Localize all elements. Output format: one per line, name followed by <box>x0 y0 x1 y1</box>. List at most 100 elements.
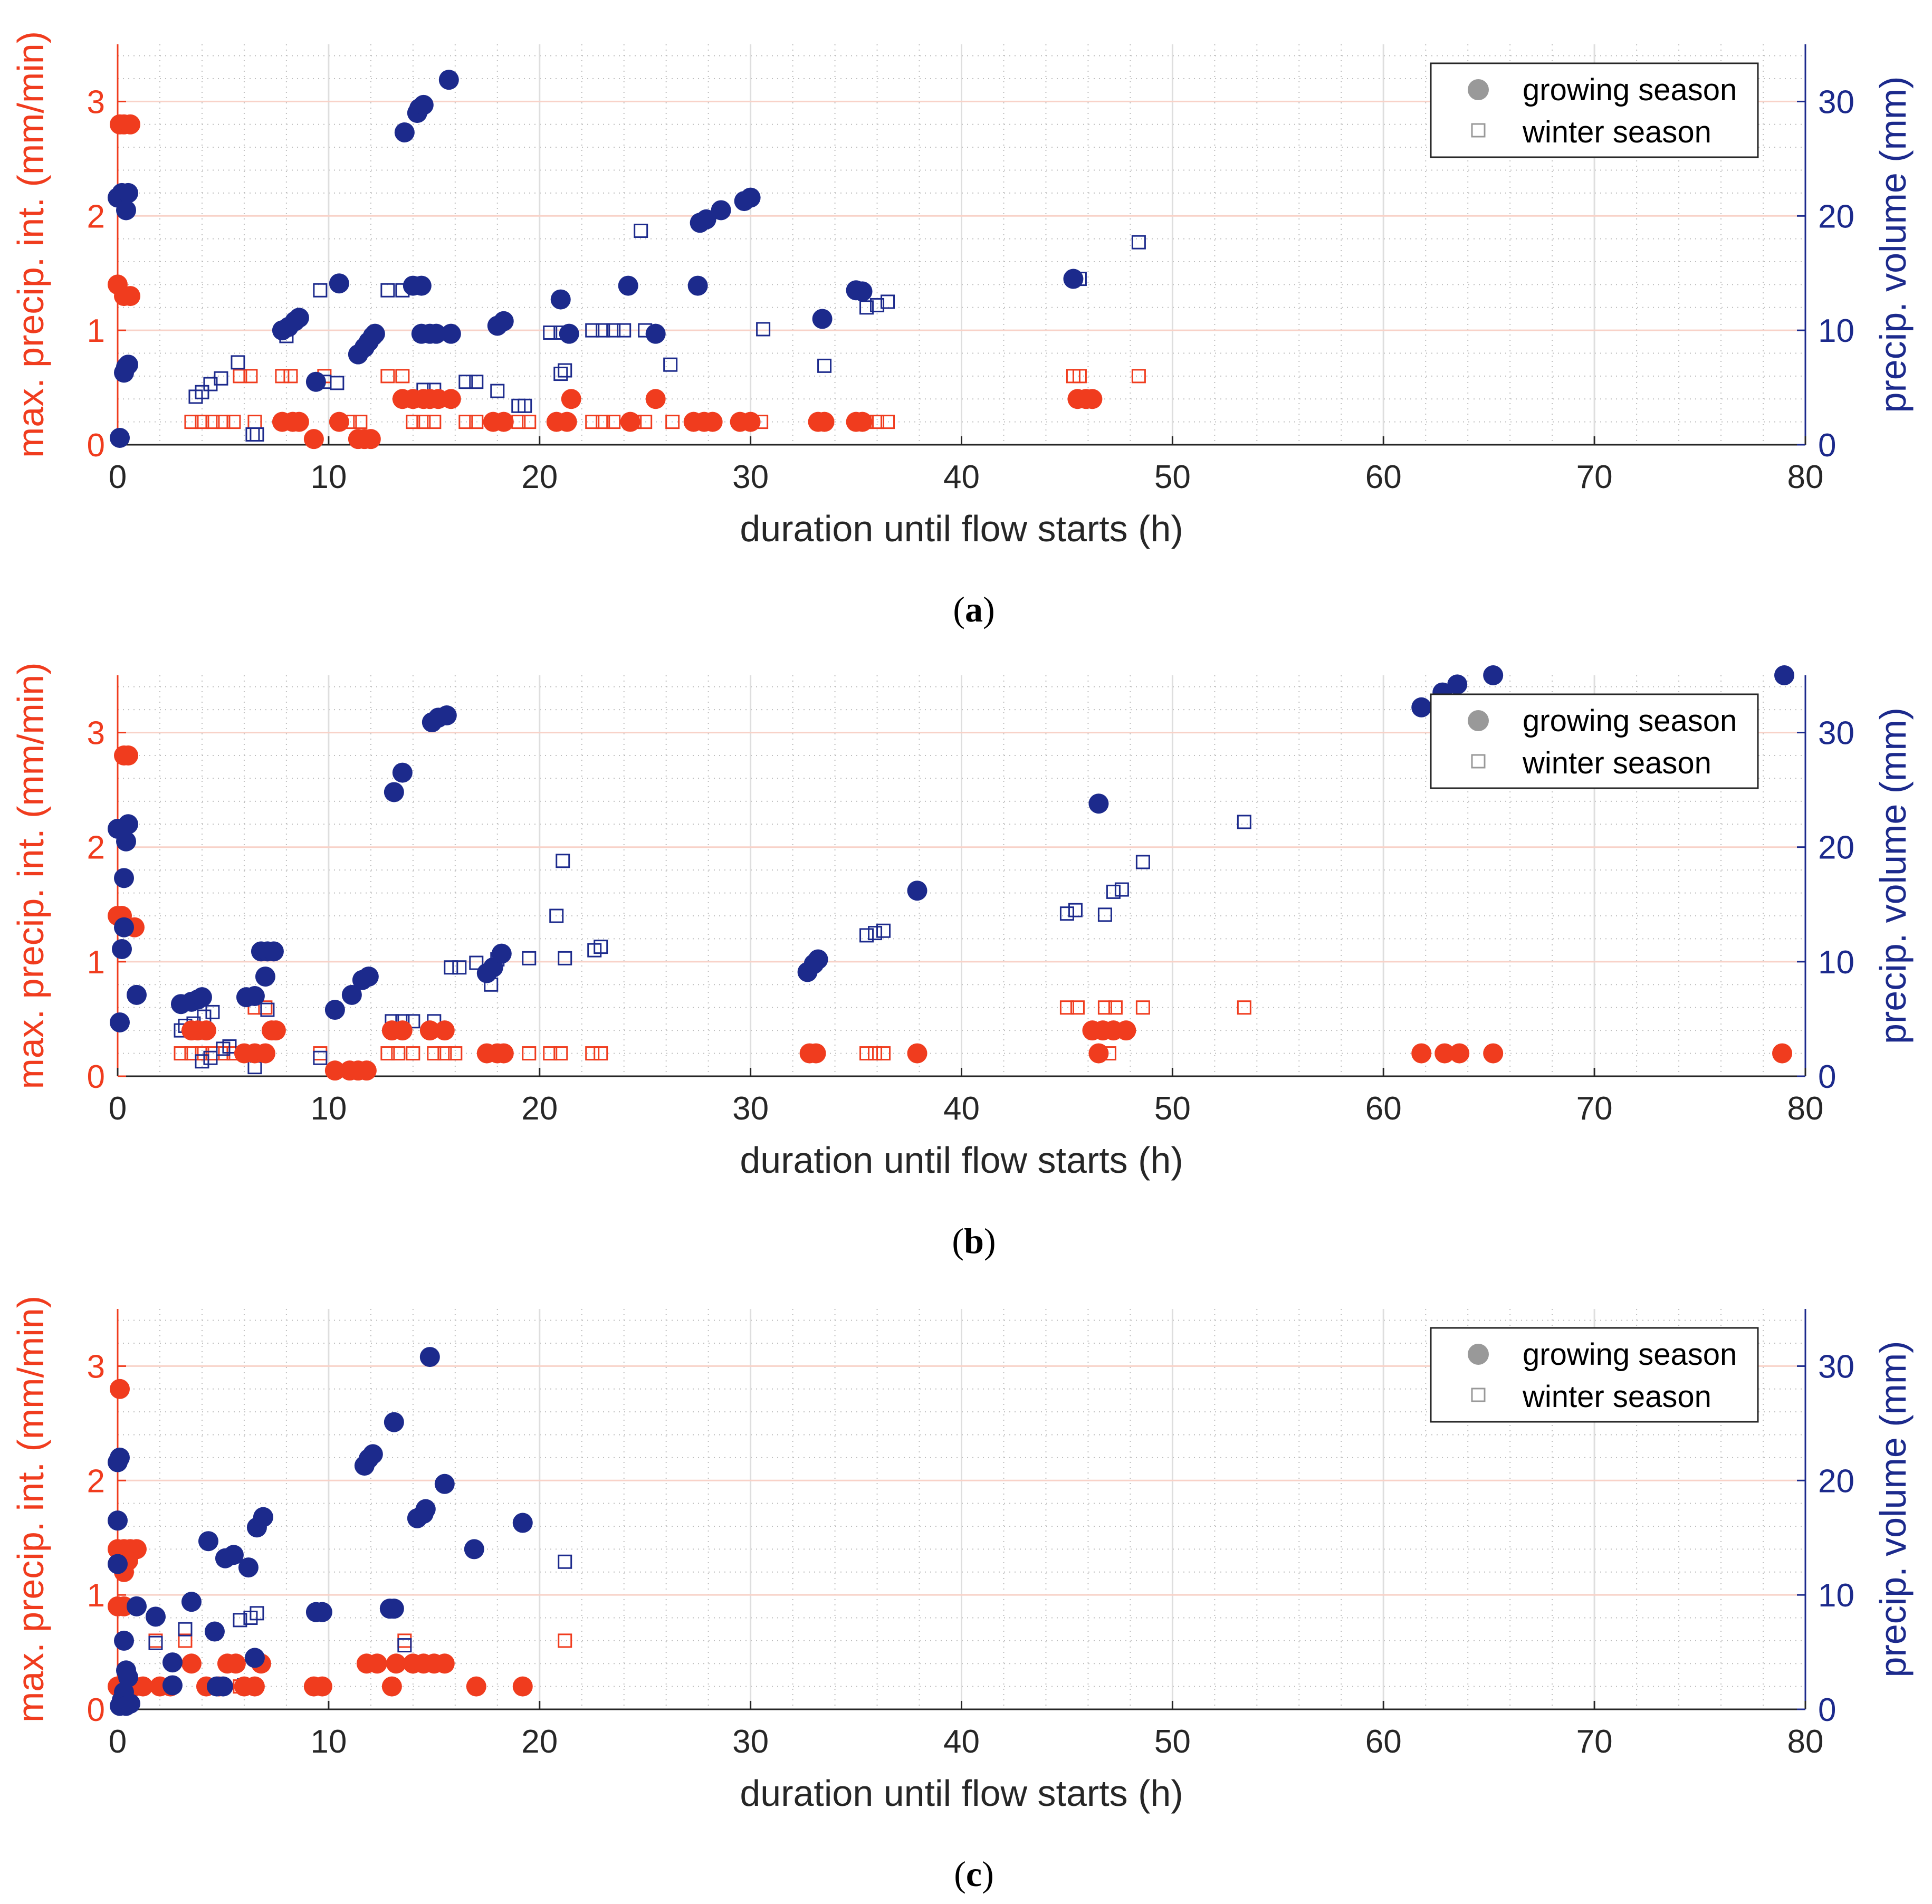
intensity-winter-point <box>243 369 258 384</box>
volume-winter-point <box>558 951 572 965</box>
volume-growing-point <box>198 1531 218 1552</box>
volume-growing-point <box>384 1412 404 1432</box>
legend: growing season winter season <box>1430 1327 1759 1423</box>
volume-winter-point <box>1135 855 1150 869</box>
intensity-winter-point <box>553 1046 568 1061</box>
x-tick-label: 70 <box>1576 459 1613 495</box>
x-tick-label: 10 <box>310 459 347 495</box>
volume-growing-point <box>812 309 833 329</box>
volume-growing-point <box>108 1554 128 1574</box>
y-left-tick-label: 3 <box>87 84 105 120</box>
intensity-growing-point <box>1411 1043 1432 1064</box>
intensity-winter-point <box>448 1046 463 1061</box>
y-left-tick-label: 1 <box>87 1577 105 1614</box>
legend-box <box>1430 1327 1759 1423</box>
caption-letter: a <box>965 589 983 629</box>
volume-winter-point <box>817 358 832 373</box>
intensity-winter-point <box>606 415 621 429</box>
y-right-tick-label: 30 <box>1818 715 1854 752</box>
y-right-tick-label: 10 <box>1818 1577 1854 1614</box>
intensity-growing-point <box>493 1043 514 1064</box>
caption-close: ) <box>982 1854 994 1894</box>
markers <box>108 665 1795 1081</box>
volume-growing-point <box>559 323 579 344</box>
intensity-winter-point <box>313 1046 328 1061</box>
volume-growing-point <box>305 371 326 392</box>
volume-growing-point <box>118 814 138 835</box>
x-tick-label: 0 <box>109 1090 127 1127</box>
x-tick-label: 60 <box>1365 1724 1402 1760</box>
volume-growing-point <box>687 275 708 296</box>
volume-winter-point <box>1068 903 1083 917</box>
legend-box <box>1430 62 1759 158</box>
intensity-growing-point <box>852 412 873 432</box>
intensity-winter-point <box>859 1046 874 1061</box>
volume-growing-point <box>113 868 134 888</box>
x-tick-label: 0 <box>109 1724 127 1760</box>
intensity-winter-point <box>205 415 220 429</box>
volume-winter-point <box>231 355 245 370</box>
y-right-tick-label: 30 <box>1818 84 1854 120</box>
y-left-tick-label: 3 <box>87 1348 105 1385</box>
volume-winter-point <box>634 223 648 238</box>
legend-winter-marker <box>1471 754 1486 769</box>
intensity-winter-point <box>178 1633 193 1648</box>
legend-growing-marker <box>1468 79 1489 100</box>
volume-growing-point <box>392 762 413 783</box>
intensity-winter-point <box>427 415 442 429</box>
volume-winter-point <box>313 283 328 298</box>
volume-growing-point <box>113 1630 134 1651</box>
x-tick-label: 30 <box>732 1724 769 1760</box>
volume-growing-point <box>426 323 446 344</box>
y-left-tick-label: 0 <box>87 427 105 464</box>
volume-growing-point <box>192 987 212 1008</box>
volume-winter-point <box>260 1002 275 1017</box>
x-tick-label: 30 <box>732 459 769 495</box>
y-right-tick-label: 20 <box>1818 198 1854 235</box>
volume-growing-point <box>111 939 132 959</box>
intensity-growing-point <box>434 1653 455 1674</box>
intensity-winter-point <box>469 415 484 429</box>
volume-growing-point <box>1483 665 1504 685</box>
intensity-growing-point <box>118 745 138 766</box>
intensity-growing-point <box>1483 1043 1504 1064</box>
y-right-tick-label: 0 <box>1818 1692 1836 1728</box>
volume-winter-point <box>148 1635 163 1650</box>
legend: growing season winter season <box>1430 693 1759 789</box>
x-tick-label: 50 <box>1154 1090 1191 1127</box>
legend-winter-label: winter season <box>1522 746 1711 780</box>
intensity-growing-point <box>1772 1043 1793 1064</box>
x-tick-label: 40 <box>943 1724 980 1760</box>
volume-growing-point <box>384 1599 404 1619</box>
intensity-winter-point <box>558 1633 572 1648</box>
volume-winter-point <box>469 955 484 970</box>
volume-winter-point <box>596 323 610 338</box>
intensity-winter-point <box>458 415 473 429</box>
volume-growing-point <box>329 273 349 294</box>
intensity-growing-point <box>324 1060 345 1081</box>
volume-growing-point <box>434 1474 455 1494</box>
y-left-tick-label: 1 <box>87 313 105 349</box>
volume-growing-point <box>384 782 404 802</box>
volume-winter-point <box>250 1606 264 1621</box>
intensity-growing-point <box>434 1020 455 1041</box>
intensity-winter-point <box>594 1046 608 1061</box>
intensity-winter-point <box>427 1046 442 1061</box>
panel-caption: (a) <box>953 589 994 629</box>
intensity-winter-point <box>1072 369 1087 384</box>
volume-growing-point <box>419 1347 440 1367</box>
volume-growing-point <box>438 70 459 90</box>
intensity-growing-point <box>806 1043 826 1064</box>
volume-growing-point <box>493 311 514 331</box>
intensity-winter-point <box>380 369 395 384</box>
volume-growing-point <box>116 200 136 221</box>
volume-growing-point <box>852 281 873 302</box>
intensity-growing-point <box>289 412 309 432</box>
intensity-winter-point <box>195 415 209 429</box>
volume-winter-point <box>543 325 558 340</box>
y-right-tick-label: 10 <box>1818 944 1854 981</box>
intensity-growing-point <box>381 1676 402 1697</box>
volume-winter-point <box>876 923 891 938</box>
intensity-growing-point <box>360 429 381 449</box>
